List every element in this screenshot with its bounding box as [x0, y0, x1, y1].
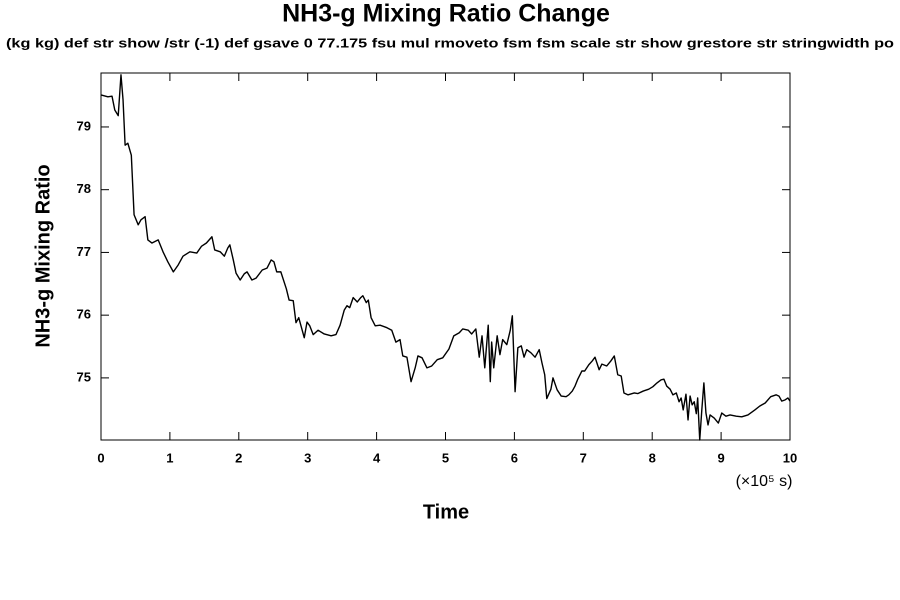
chart-subtitle: (kg kg) def str show /str (-1) def gsave… [6, 35, 894, 50]
x-tick-label: 7 [580, 450, 587, 465]
x-tick-label: 9 [717, 450, 724, 465]
x-tick-label: 2 [235, 450, 242, 465]
x-axis-label: Time [423, 501, 469, 523]
x-tick-label: 6 [511, 450, 518, 465]
y-tick-label: 75 [77, 369, 91, 384]
plot-frame [100, 72, 791, 441]
y-tick-label: 78 [77, 181, 91, 196]
y-tick-label: 76 [77, 307, 91, 322]
y-tick-label: 77 [77, 244, 91, 259]
y-tick-label: 79 [77, 118, 91, 133]
y-axis-label: NH3-g Mixing Ratio [32, 164, 54, 347]
x-tick-label: 10 [783, 450, 797, 465]
x-tick-label: 3 [304, 450, 311, 465]
x-tick-label: 5 [442, 450, 449, 465]
x-tick-label: 8 [649, 450, 656, 465]
data-line [100, 74, 791, 441]
x-tick-label: 0 [97, 450, 104, 465]
x-unit-label: (×10⁵ s) [736, 473, 793, 490]
x-tick-label: 4 [373, 450, 381, 465]
x-tick-label: 1 [166, 450, 173, 465]
chart-title: NH3-g Mixing Ratio Change [282, 0, 610, 28]
